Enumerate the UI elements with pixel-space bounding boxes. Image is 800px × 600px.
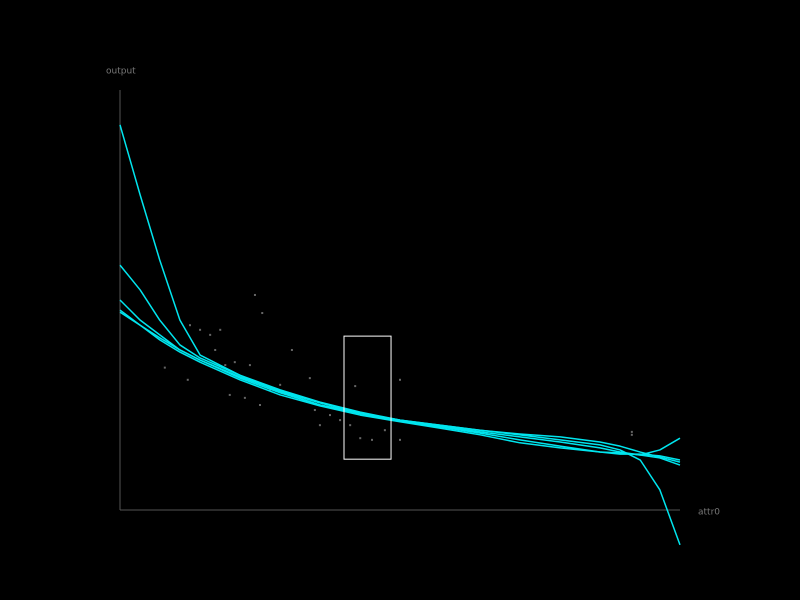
scatter-point — [279, 383, 282, 386]
scatter-point — [219, 328, 222, 331]
series-line — [119, 309, 681, 466]
scatter-point — [186, 378, 189, 381]
scatter-point — [339, 419, 342, 422]
scatter-point — [399, 438, 401, 441]
scatter-point — [199, 328, 202, 331]
series-line — [119, 124, 681, 546]
y-axis-label: output — [106, 67, 136, 77]
scatter-point — [259, 404, 261, 406]
selection-box — [343, 335, 392, 460]
scatter-point — [228, 393, 231, 396]
scatter-point — [214, 348, 217, 351]
scatter-point — [329, 414, 331, 417]
scatter-point — [630, 433, 633, 436]
scatter-point — [354, 385, 357, 388]
scatter-point — [248, 364, 251, 367]
scatter-point — [243, 396, 246, 399]
scatter-point — [630, 430, 633, 433]
series-line — [119, 311, 681, 461]
x-axis-label: attr0 — [698, 508, 720, 518]
scatter-point — [224, 364, 227, 367]
scatter-point — [163, 366, 166, 369]
series-line — [119, 264, 681, 456]
scatter-point — [290, 348, 293, 351]
scatter-point — [349, 424, 352, 427]
scatter-point — [209, 333, 212, 336]
scatter-point — [261, 312, 264, 315]
scatter-point — [371, 438, 373, 441]
scatter-point — [189, 324, 191, 327]
scatter-point — [233, 361, 236, 364]
scatter-point — [308, 377, 311, 380]
scatter-point — [313, 409, 316, 412]
series-line — [119, 299, 681, 463]
scatter-point — [359, 437, 362, 440]
scatter-point — [383, 429, 386, 432]
scatter-point — [399, 378, 401, 381]
scatter-point — [253, 293, 256, 296]
scatter-point — [318, 424, 321, 427]
